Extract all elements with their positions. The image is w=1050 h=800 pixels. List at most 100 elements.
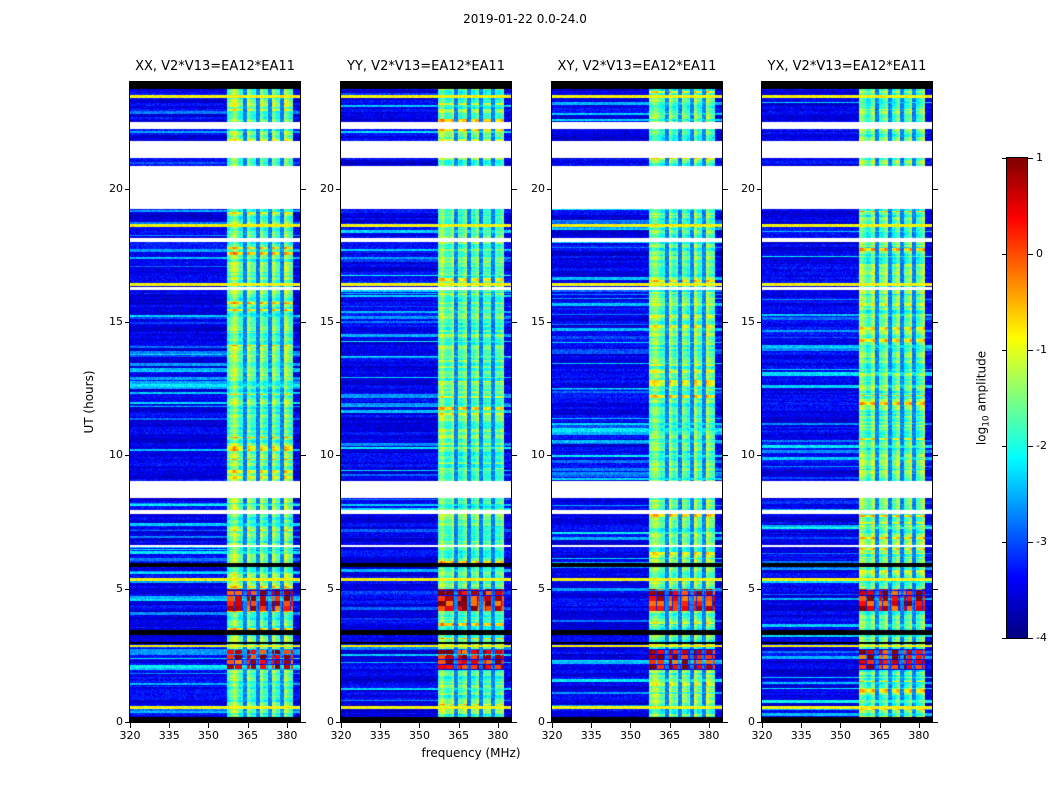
y-tick-label: 0: [116, 715, 123, 728]
y-tick: [933, 455, 938, 457]
panel-title-yx: YX, V2*V13=EA12*EA11: [767, 59, 927, 74]
y-tick: [336, 722, 341, 723]
x-tick: [247, 723, 249, 728]
x-tick-label: 365: [448, 729, 470, 742]
y-tick: [547, 188, 552, 190]
spectrogram-panel-xx: XX, V2*V13=EA12*EA11: [129, 59, 301, 723]
y-tick-label: 15: [531, 315, 545, 328]
y-tick: [125, 322, 130, 323]
x-tick: [497, 723, 499, 728]
panel-title-xx: XX, V2*V13=EA12*EA11: [135, 59, 295, 74]
y-tick: [547, 722, 552, 723]
y-tick: [757, 322, 762, 323]
x-tick-label: 320: [541, 729, 563, 742]
x-tick: [801, 723, 803, 728]
colorbar-tick: [1002, 158, 1007, 159]
y-tick: [757, 455, 762, 457]
x-tick: [208, 723, 210, 728]
y-tick: [933, 322, 938, 323]
y-tick: [512, 455, 517, 457]
y-tick: [512, 322, 517, 323]
y-tick-label: 10: [741, 448, 755, 462]
y-tick-label: 5: [748, 581, 755, 595]
colorbar-tick: [1028, 542, 1033, 543]
y-tick: [336, 588, 341, 590]
colorbar-label-suffix: amplitude: [974, 350, 989, 416]
y-tick: [301, 455, 306, 457]
y-tick: [547, 322, 552, 323]
colorbar-tick: [1002, 446, 1007, 447]
x-tick-label: 350: [619, 729, 641, 742]
colorbar-gradient: [1006, 157, 1028, 639]
x-tick: [341, 723, 342, 728]
x-tick: [591, 723, 593, 728]
spectrogram-canvas-yy: [340, 81, 512, 723]
colorbar-tick: [1028, 638, 1033, 639]
x-tick-label: 320: [330, 729, 352, 742]
y-tick: [336, 188, 341, 190]
spectrogram-panel-yx: YX, V2*V13=EA12*EA11: [761, 59, 933, 723]
colorbar-label-prefix: log: [974, 426, 989, 446]
x-tick-label: 335: [158, 729, 180, 742]
colorbar-tick: [1002, 254, 1007, 255]
y-tick: [723, 588, 728, 590]
y-tick: [336, 455, 341, 457]
x-tick-label: 380: [908, 729, 930, 742]
x-tick-label: 380: [487, 729, 509, 742]
colorbar-tick-label: 0: [1036, 247, 1043, 260]
y-tick-label: 5: [116, 581, 123, 595]
y-tick-label: 20: [741, 181, 755, 195]
y-tick: [301, 322, 306, 323]
x-axis-label: frequency (MHz): [421, 746, 521, 760]
y-tick: [723, 188, 728, 190]
y-tick-label: 0: [748, 715, 755, 728]
spectrogram-canvas-xx: [129, 81, 301, 723]
colorbar-label-sub: 10: [981, 415, 992, 427]
x-tick-label: 320: [751, 729, 773, 742]
y-tick-label: 20: [531, 181, 545, 195]
colorbar-tick: [1028, 158, 1033, 159]
x-tick-label: 335: [580, 729, 602, 742]
y-tick: [512, 722, 517, 723]
y-tick-label: 15: [320, 315, 334, 328]
x-tick: [458, 723, 460, 728]
y-tick: [723, 722, 728, 723]
y-tick: [301, 188, 306, 190]
spectrogram-panel-yy: YY, V2*V13=EA12*EA11: [340, 59, 512, 723]
x-tick: [762, 723, 763, 728]
x-tick: [130, 723, 131, 728]
x-tick: [419, 723, 421, 728]
spectrogram-canvas-xy: [551, 81, 723, 723]
x-tick: [169, 723, 171, 728]
x-tick-label: 350: [197, 729, 219, 742]
y-tick: [547, 455, 552, 457]
colorbar: [1006, 157, 1028, 639]
x-tick-label: 365: [237, 729, 259, 742]
colorbar-tick-label: -1: [1036, 343, 1047, 356]
y-tick-label: 0: [538, 715, 545, 728]
x-tick: [708, 723, 710, 728]
colorbar-tick: [1028, 350, 1033, 351]
y-tick: [336, 322, 341, 323]
y-tick: [301, 722, 306, 723]
y-tick: [125, 455, 130, 457]
panel-title-xy: XY, V2*V13=EA12*EA11: [557, 59, 717, 74]
y-tick: [757, 188, 762, 190]
panel-title-yy: YY, V2*V13=EA12*EA11: [347, 59, 505, 74]
figure-title: 2019-01-22 0.0-24.0: [463, 12, 587, 26]
y-tick: [723, 322, 728, 323]
y-tick: [933, 722, 938, 723]
y-tick-label: 5: [538, 581, 545, 595]
y-tick-label: 20: [320, 181, 334, 195]
x-tick: [669, 723, 671, 728]
y-tick: [757, 588, 762, 590]
y-tick-label: 20: [109, 181, 123, 195]
y-tick-label: 10: [109, 448, 123, 462]
y-tick: [723, 455, 728, 457]
y-tick-label: 10: [531, 448, 545, 462]
colorbar-tick-label: -3: [1036, 535, 1047, 548]
x-tick: [879, 723, 881, 728]
y-tick-label: 5: [327, 581, 334, 595]
colorbar-tick-label: -4: [1036, 631, 1047, 644]
x-tick: [380, 723, 382, 728]
